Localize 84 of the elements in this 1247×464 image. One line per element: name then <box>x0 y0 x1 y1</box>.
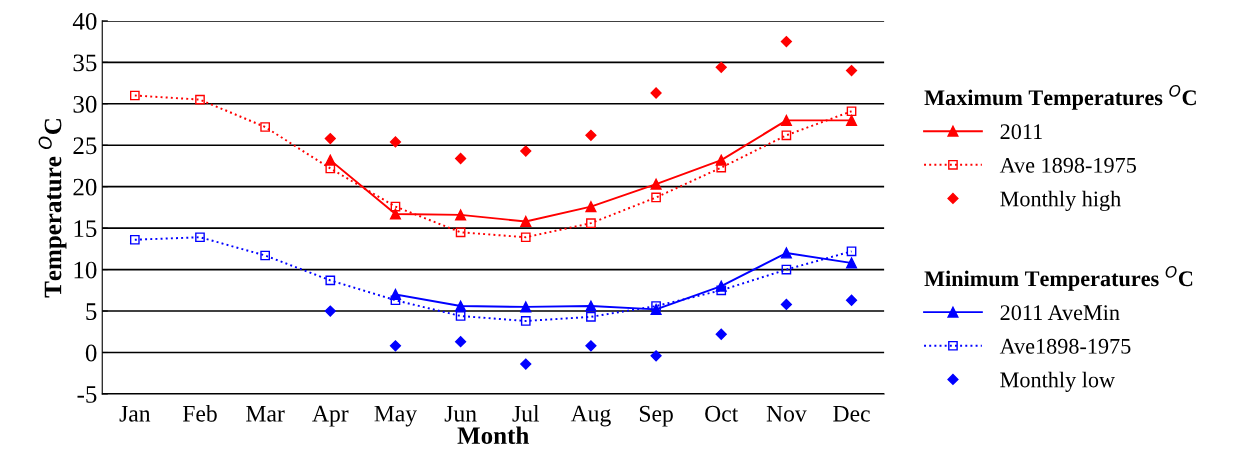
x-tick-label: Sep <box>639 405 673 427</box>
point <box>520 145 532 157</box>
point <box>585 300 597 312</box>
point <box>780 298 792 311</box>
point <box>260 250 271 261</box>
point <box>780 114 792 126</box>
x-tick-label: May <box>374 405 417 427</box>
point <box>716 162 727 173</box>
x-tick-label: Jul <box>512 405 540 422</box>
point <box>780 35 792 48</box>
x-tick-label: Mar <box>246 405 285 422</box>
y-tick-label: 35 <box>73 54 97 72</box>
point <box>520 316 531 326</box>
point <box>520 358 532 370</box>
y-tick-label: 40 <box>72 12 97 30</box>
point <box>716 285 727 296</box>
legend-title: Maximum Temperatures $^{O}$C <box>924 84 1196 110</box>
point <box>650 178 662 190</box>
point <box>195 94 205 105</box>
point <box>455 311 466 321</box>
y-tick-label: 5 <box>86 303 97 320</box>
point <box>520 232 531 243</box>
legend-label: Monthly high <box>1000 190 1121 211</box>
point <box>846 246 857 257</box>
point <box>389 136 402 148</box>
point <box>260 122 271 132</box>
point <box>390 201 401 212</box>
x-tick-label: Apr <box>312 405 349 427</box>
point <box>129 234 140 245</box>
point <box>715 61 727 73</box>
x-tick-label: Dec <box>833 405 870 422</box>
point <box>455 227 466 238</box>
y-tick-label: -5 <box>77 386 97 403</box>
x-tick-label: Feb <box>182 405 217 422</box>
y-tick-label: 25 <box>73 137 97 155</box>
legend-label: 2011 <box>1000 124 1042 140</box>
x-tick-label: Aug <box>570 405 611 427</box>
point <box>781 264 792 275</box>
point <box>586 218 596 229</box>
x-tick-label: Nov <box>766 405 807 422</box>
point <box>520 301 532 313</box>
point <box>585 340 597 352</box>
point <box>389 208 402 220</box>
legend-label: Monthly low <box>1000 371 1115 392</box>
y-tick-label: 30 <box>73 95 97 113</box>
point <box>455 209 467 221</box>
point <box>845 257 858 269</box>
point <box>846 106 857 117</box>
point <box>845 114 858 126</box>
point <box>845 65 858 77</box>
y-tick-label: 10 <box>74 261 97 279</box>
legend-label: Ave 1898-1975 <box>999 157 1136 173</box>
y-tick-label: 15 <box>74 220 97 238</box>
point <box>325 163 336 174</box>
point <box>325 275 336 286</box>
text: Minimum Temperatures $^{O}$C <box>924 265 1193 291</box>
point <box>455 336 467 348</box>
legend-label: 2011 AveMin <box>1000 305 1120 321</box>
point <box>324 305 336 317</box>
point <box>715 328 727 340</box>
point <box>780 247 792 259</box>
point <box>455 300 467 312</box>
x-tick-label: Oct <box>705 405 739 422</box>
x-axis-title: Month <box>457 426 529 445</box>
point <box>586 311 596 322</box>
x-tick-label: Jun <box>444 405 477 422</box>
point <box>195 232 205 243</box>
point <box>455 152 467 165</box>
point <box>389 340 402 352</box>
legend-label: Ave1898-1975 <box>999 338 1131 354</box>
point <box>585 129 597 141</box>
point <box>129 90 140 101</box>
point <box>324 132 336 145</box>
point <box>781 130 792 141</box>
y-tick-label: 0 <box>85 344 97 362</box>
point <box>650 350 662 362</box>
point <box>520 215 532 228</box>
point <box>651 301 661 311</box>
y-axis-title: Temperature $^{O}$C <box>38 119 67 298</box>
y-tick-label: 20 <box>73 178 97 196</box>
point <box>845 294 858 306</box>
x-tick-label: Jan <box>119 405 151 422</box>
point <box>651 192 661 203</box>
point <box>585 201 597 213</box>
